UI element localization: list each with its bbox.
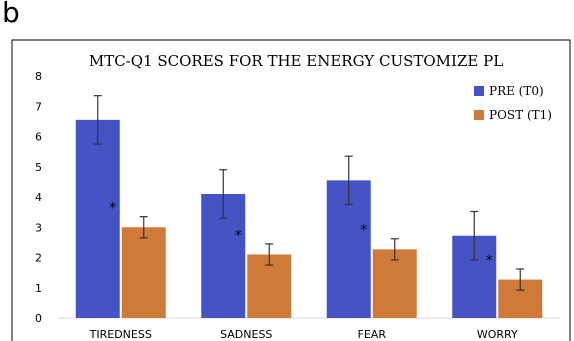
y-tick-label: 5 [35,161,42,174]
significance-asterisk: * [360,223,367,239]
panel-label: b [2,0,20,29]
y-tick-labels: 0 1 2 3 4 5 6 7 8 [35,70,42,325]
bar [372,249,417,318]
y-tick-label: 3 [35,221,42,234]
category-label: FEAR [358,328,387,341]
y-tick-label: 4 [35,191,42,204]
legend-label: PRE (T0) [489,84,544,98]
bar [75,119,120,318]
chart-frame [11,39,571,341]
legend: PRE (T0) POST (T1) [474,84,552,122]
y-tick-label: 7 [35,100,42,113]
significance-asterisk: * [235,228,242,244]
bars-group [75,119,543,318]
y-tick-label: 8 [35,70,42,83]
legend-swatch [474,110,484,120]
significance-markers: * * * * [109,201,493,269]
significance-asterisk: * [109,201,116,217]
y-tick-label: 0 [35,312,42,325]
legend-swatch [474,86,484,96]
y-tick-label: 2 [35,252,42,265]
category-label: WORRY [477,328,518,341]
category-label: SADNESS [220,328,272,341]
category-label: TIREDNESS [89,328,152,341]
significance-asterisk: * [486,253,493,269]
category-labels: TIREDNESS SADNESS FEAR WORRY [89,328,518,341]
y-tick-label: 6 [35,131,42,144]
bar [121,227,166,318]
y-tick-label: 1 [35,282,42,295]
error-bars-group [93,95,525,291]
legend-label: POST (T1) [489,108,552,122]
chart-title: MTC-Q1 SCORES FOR THE ENERGY CUSTOMIZE P… [89,52,503,70]
